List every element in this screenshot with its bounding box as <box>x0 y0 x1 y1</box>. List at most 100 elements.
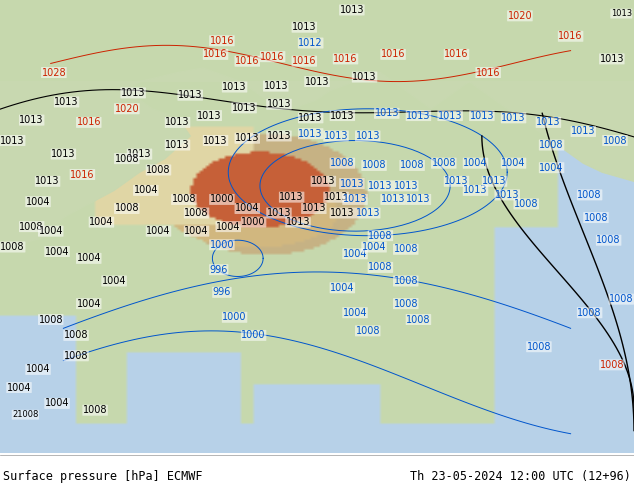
Polygon shape <box>0 68 634 249</box>
Text: 1016: 1016 <box>292 56 316 66</box>
Text: 1000: 1000 <box>242 330 266 341</box>
Text: 1004: 1004 <box>540 163 564 172</box>
Text: 1008: 1008 <box>609 294 633 304</box>
Text: 1016: 1016 <box>204 49 228 59</box>
Text: 1008: 1008 <box>64 330 88 341</box>
Text: 1013: 1013 <box>197 111 221 121</box>
Text: 1008: 1008 <box>514 199 538 209</box>
Text: 1004: 1004 <box>45 398 69 408</box>
Text: 1008: 1008 <box>597 235 621 245</box>
Text: 1008: 1008 <box>356 326 380 336</box>
Text: 1004: 1004 <box>45 246 69 257</box>
Text: 1013: 1013 <box>375 108 399 118</box>
Text: 1013: 1013 <box>495 190 519 200</box>
Text: 1000: 1000 <box>242 217 266 227</box>
Text: 1013: 1013 <box>470 111 494 121</box>
Text: 1004: 1004 <box>26 365 50 374</box>
Text: 1008: 1008 <box>394 276 418 286</box>
Text: 1004: 1004 <box>89 217 113 227</box>
Text: 1008: 1008 <box>368 263 392 272</box>
Text: 1013: 1013 <box>482 176 507 186</box>
Text: 1013: 1013 <box>302 203 326 214</box>
Text: 1013: 1013 <box>36 176 60 186</box>
Text: 1013: 1013 <box>51 149 75 159</box>
Text: 1013: 1013 <box>311 176 335 186</box>
Text: 1004: 1004 <box>235 203 259 214</box>
Text: 1004: 1004 <box>362 242 386 252</box>
Text: 1008: 1008 <box>83 405 107 415</box>
Text: 1013: 1013 <box>178 90 202 100</box>
Text: 1013: 1013 <box>55 97 79 107</box>
Text: 1004: 1004 <box>7 383 31 392</box>
Text: 1008: 1008 <box>400 160 424 171</box>
Text: 1008: 1008 <box>39 315 63 324</box>
Text: 1016: 1016 <box>210 36 234 46</box>
Text: 1016: 1016 <box>381 49 405 59</box>
Text: 1004: 1004 <box>26 196 50 207</box>
Text: 1008: 1008 <box>115 154 139 164</box>
Text: 1013: 1013 <box>356 131 380 141</box>
Text: 1016: 1016 <box>559 31 583 41</box>
Text: 996: 996 <box>210 265 228 275</box>
Text: 1008: 1008 <box>578 308 602 318</box>
Text: 996: 996 <box>213 287 231 297</box>
Text: 1013: 1013 <box>340 178 364 189</box>
Text: 1013: 1013 <box>232 103 256 113</box>
Text: 1016: 1016 <box>235 56 259 66</box>
Text: 1008: 1008 <box>330 158 354 168</box>
Text: 1008: 1008 <box>146 165 171 175</box>
Text: 1016: 1016 <box>333 54 358 64</box>
Text: 1004: 1004 <box>77 299 101 309</box>
Text: 1008: 1008 <box>394 245 418 254</box>
Text: 1000: 1000 <box>210 195 234 204</box>
Text: 1000: 1000 <box>210 240 234 250</box>
Text: 1013: 1013 <box>165 118 190 127</box>
Text: 1013: 1013 <box>264 81 288 91</box>
Text: 1004: 1004 <box>463 158 488 168</box>
Text: 1013: 1013 <box>267 99 291 109</box>
Text: 1008: 1008 <box>540 140 564 150</box>
Text: 1004: 1004 <box>343 308 367 318</box>
Text: 1000: 1000 <box>223 312 247 322</box>
Text: 1016: 1016 <box>444 49 469 59</box>
Text: 1008: 1008 <box>603 136 627 146</box>
Text: 1013: 1013 <box>324 192 348 202</box>
Text: 1013: 1013 <box>536 118 560 127</box>
Text: 1013: 1013 <box>292 22 316 32</box>
Polygon shape <box>0 0 634 113</box>
Text: 1004: 1004 <box>134 185 158 196</box>
Text: 1008: 1008 <box>20 221 44 232</box>
Text: 1013: 1013 <box>127 149 152 159</box>
Text: 1004: 1004 <box>343 249 367 259</box>
Text: 1013: 1013 <box>611 9 632 18</box>
Text: 1013: 1013 <box>330 111 354 121</box>
Text: 1013: 1013 <box>299 113 323 123</box>
Text: 1013: 1013 <box>343 195 367 204</box>
Text: 1013: 1013 <box>121 88 145 98</box>
Text: 1013: 1013 <box>501 113 526 123</box>
Text: 1016: 1016 <box>77 118 101 127</box>
Text: 1013: 1013 <box>305 76 329 87</box>
Text: 1013: 1013 <box>299 129 323 139</box>
Text: 1020: 1020 <box>508 11 532 21</box>
Text: 1008: 1008 <box>1 242 25 252</box>
Text: 1013: 1013 <box>324 131 348 141</box>
Text: 1013: 1013 <box>438 111 462 121</box>
Text: 1013: 1013 <box>267 208 291 218</box>
Text: 1008: 1008 <box>394 299 418 309</box>
Text: 1008: 1008 <box>172 195 196 204</box>
Text: 1004: 1004 <box>216 221 240 232</box>
Text: 21008: 21008 <box>12 410 39 419</box>
Text: 1013: 1013 <box>463 185 488 196</box>
Text: 1016: 1016 <box>70 170 94 179</box>
Text: 1004: 1004 <box>39 226 63 236</box>
Text: 1008: 1008 <box>584 213 608 222</box>
Text: Surface pressure [hPa] ECMWF: Surface pressure [hPa] ECMWF <box>3 469 203 483</box>
Text: 1013: 1013 <box>1 136 25 146</box>
Text: 1013: 1013 <box>20 115 44 125</box>
Text: 1004: 1004 <box>330 283 354 293</box>
Text: 1013: 1013 <box>406 195 430 204</box>
Text: 1004: 1004 <box>184 226 209 236</box>
Text: 1013: 1013 <box>368 181 392 191</box>
Text: 1008: 1008 <box>362 160 386 171</box>
